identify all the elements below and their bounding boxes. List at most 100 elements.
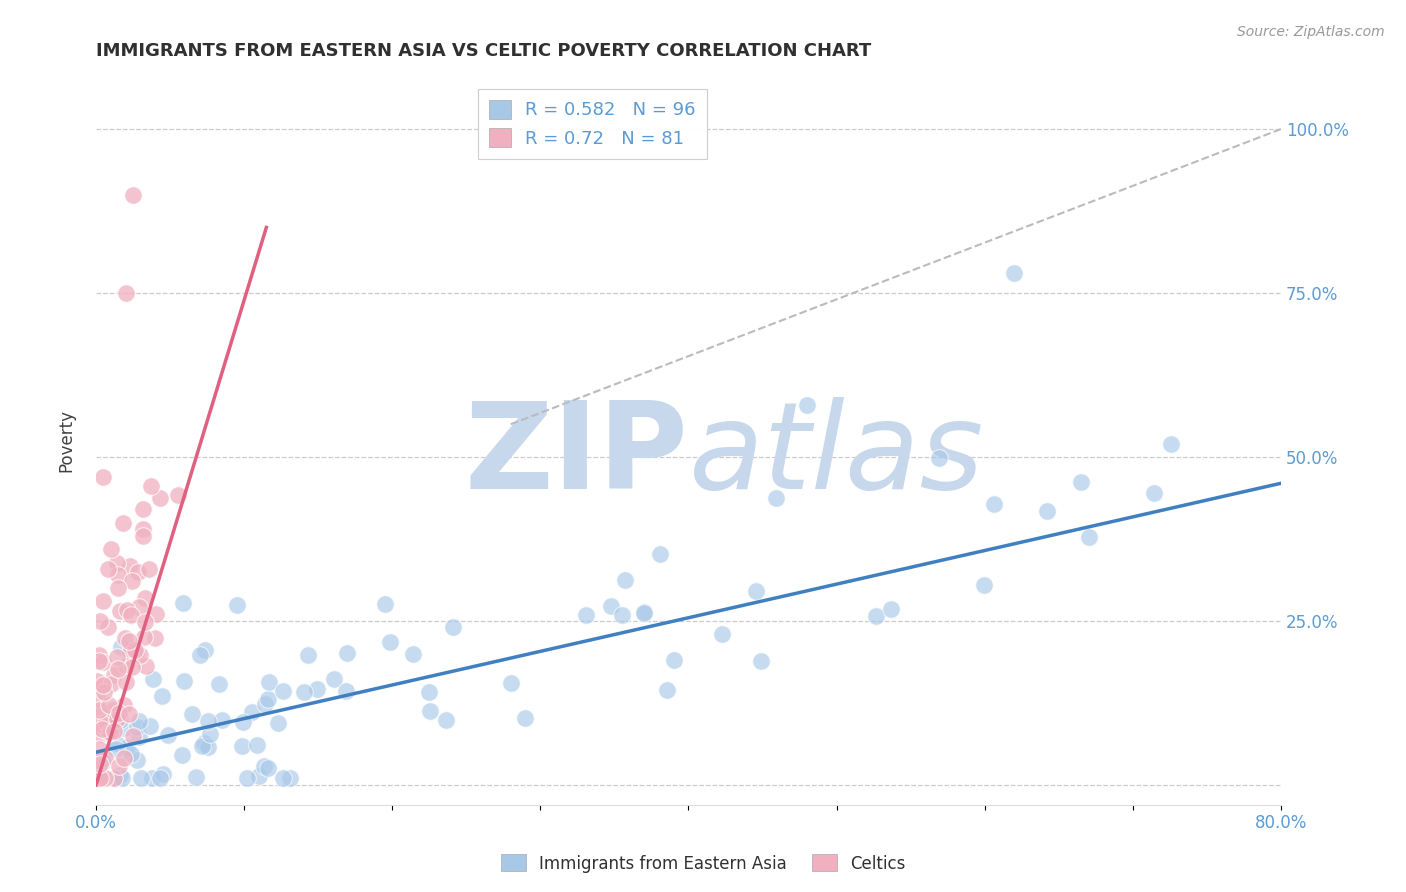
Point [145, 607, 167, 621]
Point [149, 491, 172, 505]
Point [94, 750, 117, 764]
Point [135, 659, 157, 673]
Point [419, 704, 441, 718]
Point [93, 772, 115, 786]
Point [120, 608, 142, 623]
Point [105, 712, 128, 726]
Point [240, 705, 263, 719]
Legend: Immigrants from Eastern Asia, Celtics: Immigrants from Eastern Asia, Celtics [494, 847, 912, 880]
Point [246, 738, 269, 752]
Point [152, 766, 174, 780]
Point [122, 187, 145, 202]
Point [1002, 266, 1025, 280]
Point [118, 707, 141, 722]
Point [139, 719, 162, 733]
Point [103, 724, 125, 739]
Point [128, 730, 150, 744]
Point [120, 645, 142, 659]
Point [267, 715, 290, 730]
Point [157, 728, 180, 742]
Point [107, 662, 129, 676]
Point [105, 742, 128, 756]
Point [105, 736, 128, 750]
Point [307, 682, 329, 697]
Point [172, 596, 194, 610]
Point [648, 547, 671, 561]
Point [655, 683, 678, 698]
Point [434, 713, 457, 727]
Point [271, 684, 294, 698]
Point [297, 648, 319, 663]
Point [111, 772, 134, 786]
Point [374, 598, 396, 612]
Point [865, 608, 887, 623]
Point [89, 614, 111, 628]
Point [103, 772, 125, 786]
Point [441, 620, 464, 634]
Point [271, 772, 294, 786]
Point [105, 772, 128, 786]
Point [231, 739, 253, 753]
Point [253, 758, 276, 772]
Point [193, 736, 215, 750]
Point [614, 573, 637, 587]
Point [150, 689, 173, 703]
Point [120, 747, 142, 762]
Point [928, 451, 950, 466]
Point [93, 469, 115, 483]
Point [278, 772, 301, 786]
Point [1143, 486, 1166, 500]
Point [89, 756, 111, 771]
Legend: R = 0.582   N = 96, R = 0.72   N = 81: R = 0.582 N = 96, R = 0.72 N = 81 [478, 89, 707, 159]
Point [107, 759, 129, 773]
Point [138, 562, 160, 576]
Point [751, 655, 773, 669]
Point [197, 714, 219, 728]
Point [90, 677, 112, 691]
Point [139, 479, 162, 493]
Point [633, 605, 655, 619]
Point [100, 715, 122, 730]
Y-axis label: Poverty: Poverty [58, 409, 75, 472]
Point [103, 772, 125, 786]
Point [796, 398, 818, 412]
Point [108, 706, 131, 721]
Point [256, 761, 278, 775]
Point [107, 581, 129, 595]
Point [89, 648, 111, 662]
Point [89, 716, 111, 731]
Point [134, 615, 156, 629]
Point [97, 561, 120, 575]
Point [323, 672, 346, 686]
Point [125, 753, 148, 767]
Point [633, 606, 655, 620]
Point [142, 672, 165, 686]
Point [197, 739, 219, 754]
Point [292, 685, 315, 699]
Point [191, 739, 214, 753]
Point [226, 598, 249, 612]
Point [111, 516, 134, 530]
Point [114, 286, 136, 301]
Point [100, 541, 122, 556]
Point [211, 713, 233, 727]
Point [599, 599, 621, 614]
Point [114, 659, 136, 673]
Point [1160, 437, 1182, 451]
Point [132, 529, 155, 543]
Point [745, 583, 768, 598]
Point [184, 770, 207, 784]
Point [149, 772, 172, 786]
Point [880, 601, 903, 615]
Point [173, 674, 195, 689]
Point [208, 677, 231, 691]
Point [115, 739, 138, 754]
Point [402, 648, 425, 662]
Point [257, 692, 280, 706]
Point [108, 604, 131, 618]
Point [110, 640, 132, 655]
Point [97, 619, 120, 633]
Point [122, 729, 145, 743]
Point [117, 633, 139, 648]
Point [194, 642, 217, 657]
